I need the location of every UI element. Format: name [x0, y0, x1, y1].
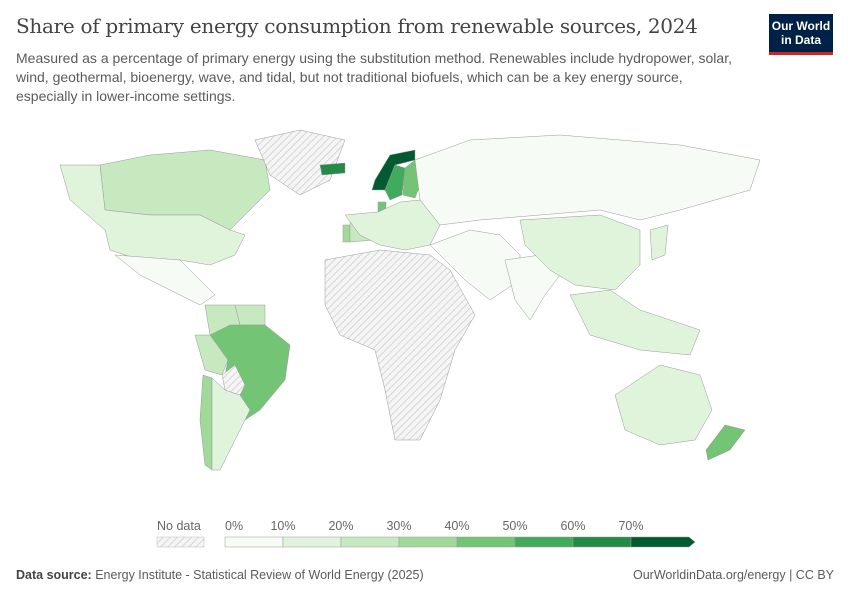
- legend-swatch: [514, 536, 574, 548]
- country-united-states[interactable]: [59, 164, 246, 266]
- country-bolivia[interactable]: [221, 364, 246, 396]
- legend-tick-label: 50%: [502, 519, 527, 533]
- country-africa[interactable]: [324, 249, 476, 441]
- legend-swatch: [282, 536, 342, 548]
- country-greenland[interactable]: [254, 129, 346, 196]
- country-chile[interactable]: [199, 374, 213, 471]
- legend-tick-label: 30%: [386, 519, 411, 533]
- source-label: Data source:: [16, 568, 92, 582]
- country-china[interactable]: [519, 214, 641, 291]
- country-mexico[interactable]: [114, 254, 216, 306]
- legend-tick-label: 10%: [270, 519, 295, 533]
- legend-tick-label: 40%: [444, 519, 469, 533]
- legend-swatch: [630, 536, 696, 548]
- country-portugal[interactable]: [342, 224, 351, 243]
- country-peru[interactable]: [194, 334, 229, 376]
- chart-subtitle: Measured as a percentage of primary ener…: [16, 50, 732, 104]
- world-map: No data 0% 10% 20% 30% 40% 50% 60% 70%: [59, 129, 761, 548]
- legend-swatch: [224, 536, 284, 548]
- legend-tick-label: 70%: [618, 519, 643, 533]
- country-norway[interactable]: [371, 149, 416, 191]
- owid-logo[interactable]: Our World in Data: [769, 14, 833, 55]
- country-southeast-asia[interactable]: [569, 289, 701, 356]
- chart-title: Share of primary energy consumption from…: [16, 14, 698, 38]
- footer-link[interactable]: OurWorldinData.org/energy | CC BY: [632, 568, 834, 582]
- data-source: Data source: Energy Institute - Statisti…: [16, 568, 424, 582]
- legend-swatch: [340, 536, 400, 548]
- country-sweden[interactable]: [384, 164, 406, 201]
- legend-swatch: [572, 536, 632, 548]
- legend-swatch: [456, 536, 516, 548]
- country-japan[interactable]: [649, 224, 669, 261]
- country-iceland[interactable]: [319, 162, 346, 176]
- country-europe-other-[interactable]: [344, 199, 441, 251]
- legend-no-data-swatch: [156, 536, 205, 548]
- legend-tick-label: 60%: [560, 519, 585, 533]
- legend-swatch: [398, 536, 458, 548]
- source-text: Energy Institute - Statistical Review of…: [95, 568, 424, 582]
- country-new-zealand[interactable]: [705, 424, 746, 461]
- country-australia[interactable]: [614, 364, 713, 446]
- legend-tick-label: 20%: [328, 519, 353, 533]
- country-russia[interactable]: [414, 134, 761, 226]
- country-venezuela[interactable]: [234, 304, 266, 326]
- legend-tick-label: 0%: [225, 519, 243, 533]
- legend-no-data-label: No data: [157, 519, 201, 533]
